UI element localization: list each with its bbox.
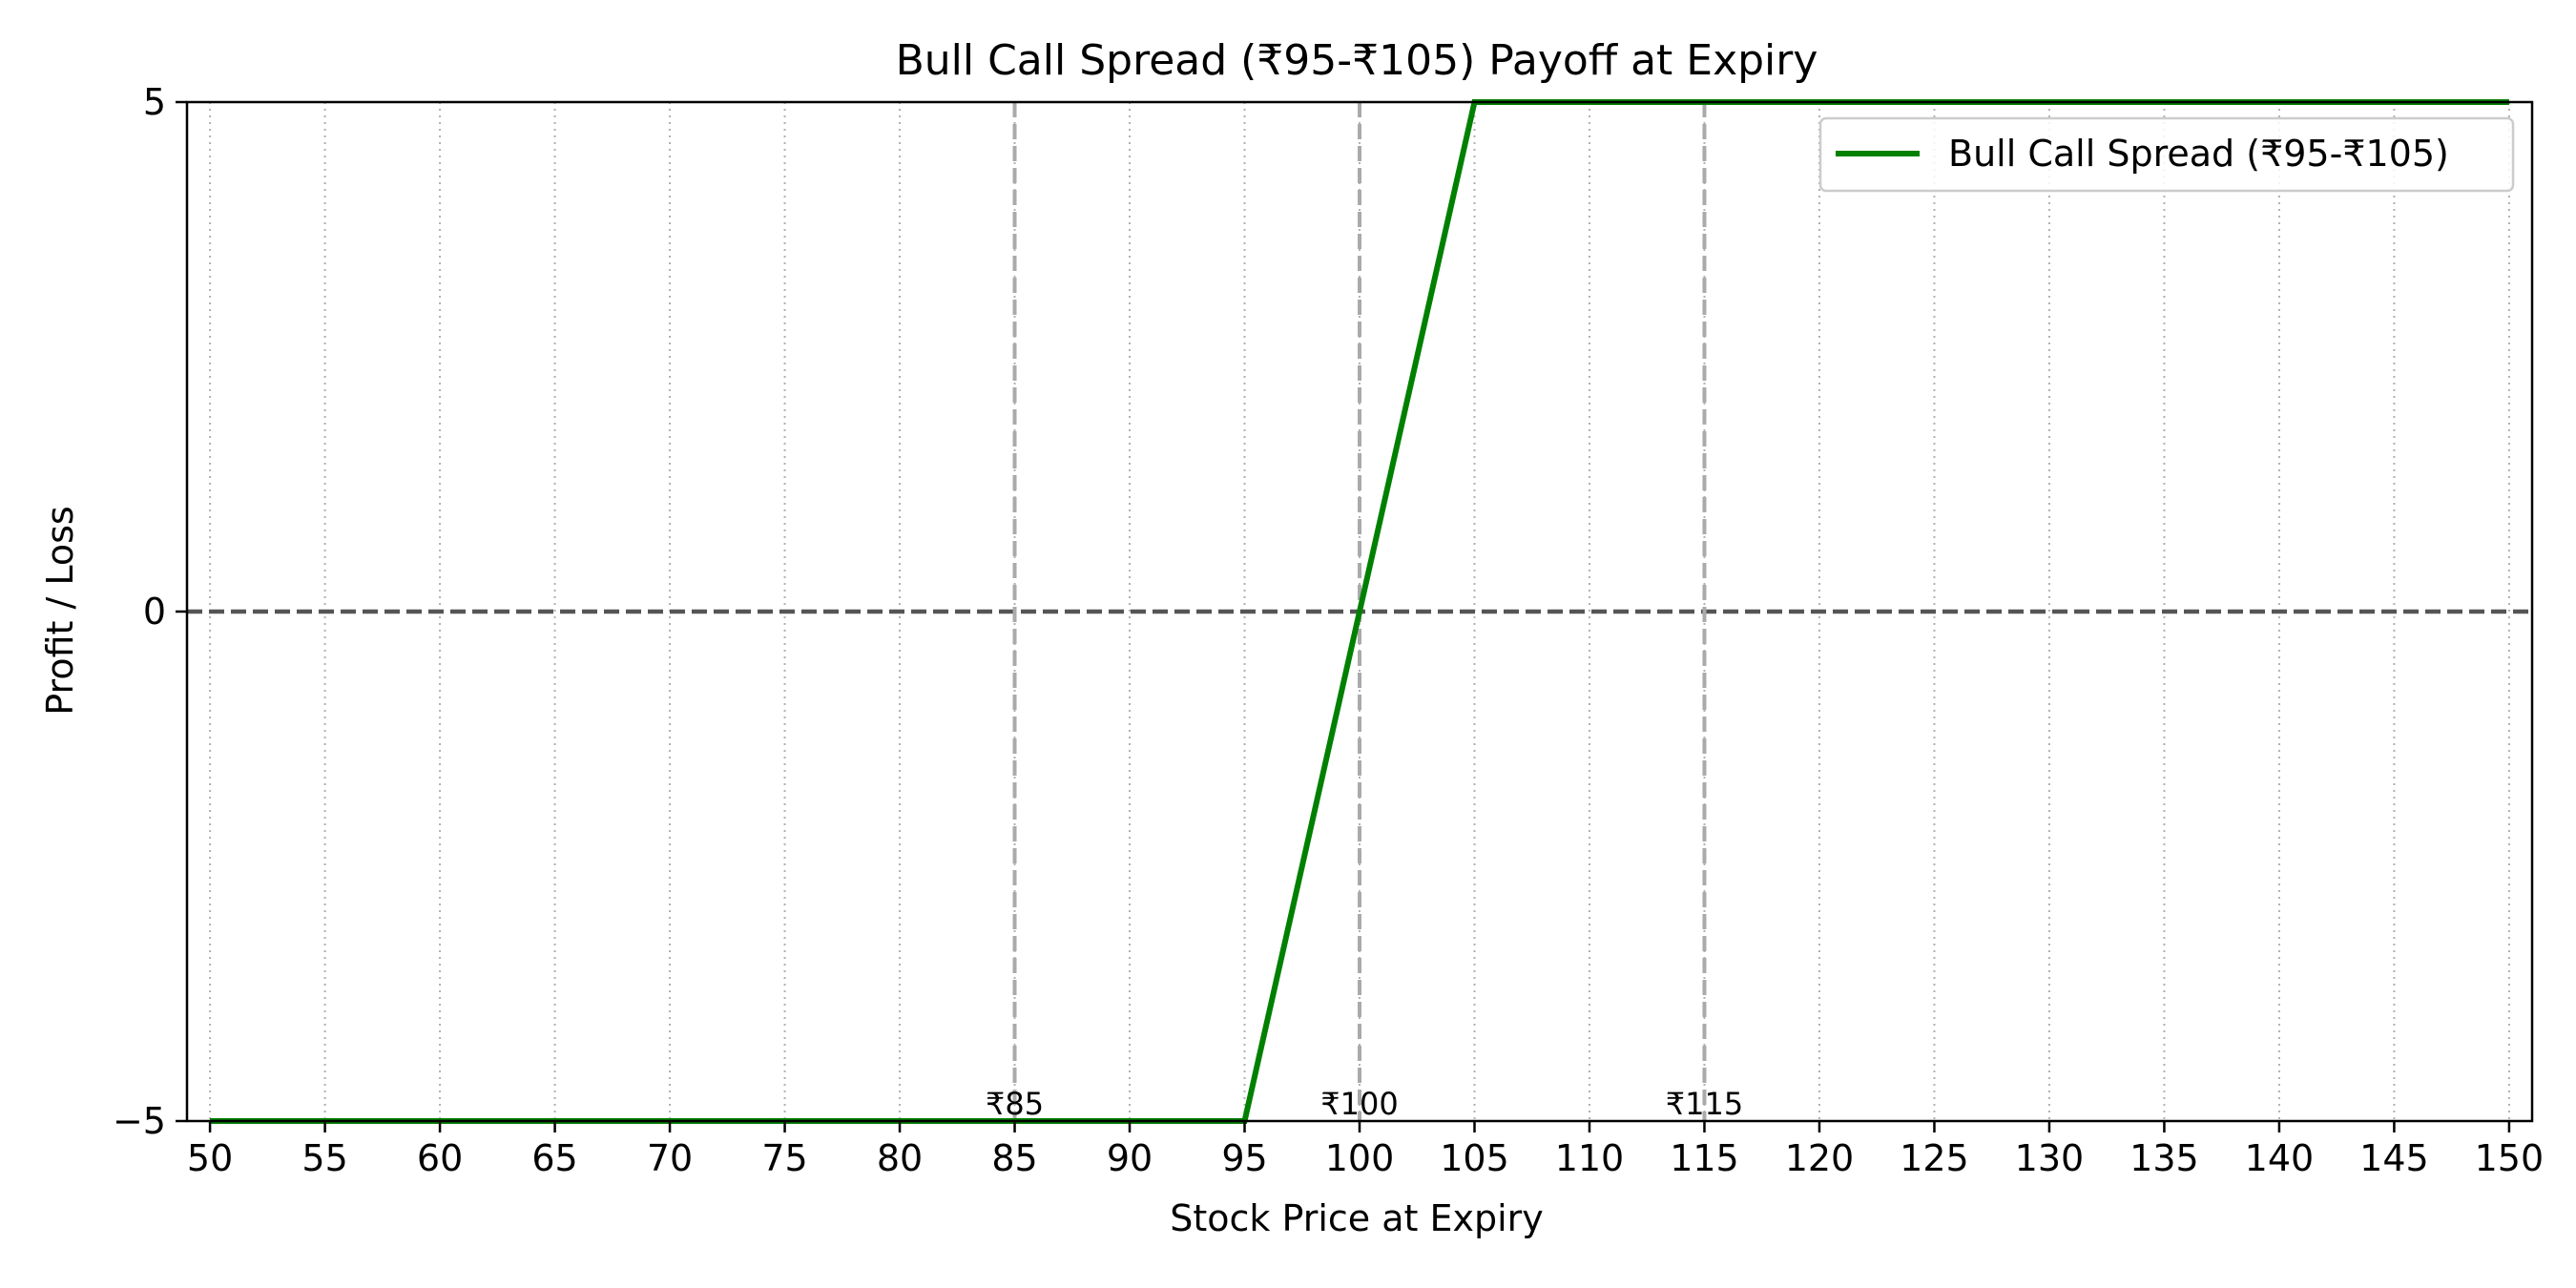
x-tick-label: 130 [2015,1137,2085,1179]
y-tick-label: 0 [143,591,166,633]
legend-box [1818,116,2515,193]
reference-line-label: ₹85 [986,1086,1044,1122]
x-axis-label: Stock Price at Expiry [1170,1197,1544,1239]
x-tick-label: 145 [2359,1137,2429,1179]
x-tick-label: 75 [761,1137,807,1179]
x-tick-label: 140 [2245,1137,2315,1179]
x-tick-label: 65 [531,1137,577,1179]
reference-line-label: ₹100 [1320,1086,1398,1122]
x-tick-label: 70 [647,1137,693,1179]
x-tick-label: 60 [417,1137,463,1179]
x-tick-label: 80 [877,1137,923,1179]
x-tick-label: 135 [2129,1137,2199,1179]
x-tick-label: 50 [187,1137,233,1179]
x-tick-label: 90 [1107,1137,1153,1179]
x-tick-label: 120 [1785,1137,1855,1179]
x-tick-label: 55 [301,1137,347,1179]
y-axis-label: Profit / Loss [39,506,81,715]
legend: Bull Call Spread (₹95-₹105) [1818,116,2515,193]
x-tick-label: 125 [1900,1137,1969,1179]
y-tick-label: 5 [143,81,166,123]
x-tick-label: 100 [1325,1137,1395,1179]
legend-entry-label: Bull Call Spread (₹95-₹105) [1948,133,2449,175]
x-tick-label: 105 [1440,1137,1509,1179]
x-tick-label: 150 [2475,1137,2545,1179]
x-tick-label: 110 [1555,1137,1625,1179]
reference-line-label: ₹115 [1666,1086,1743,1122]
chart-title: Bull Call Spread (₹95-₹105) Payoff at Ex… [896,36,1818,85]
y-tick-label: −5 [113,1100,166,1142]
x-tick-label: 85 [991,1137,1037,1179]
x-tick-label: 95 [1221,1137,1267,1179]
tick-layer: 50 55 60 65 70 75 80 85 90 95 100 105 110 115 120 125 13… [113,81,2544,1179]
x-tick-label: 115 [1670,1137,1739,1179]
